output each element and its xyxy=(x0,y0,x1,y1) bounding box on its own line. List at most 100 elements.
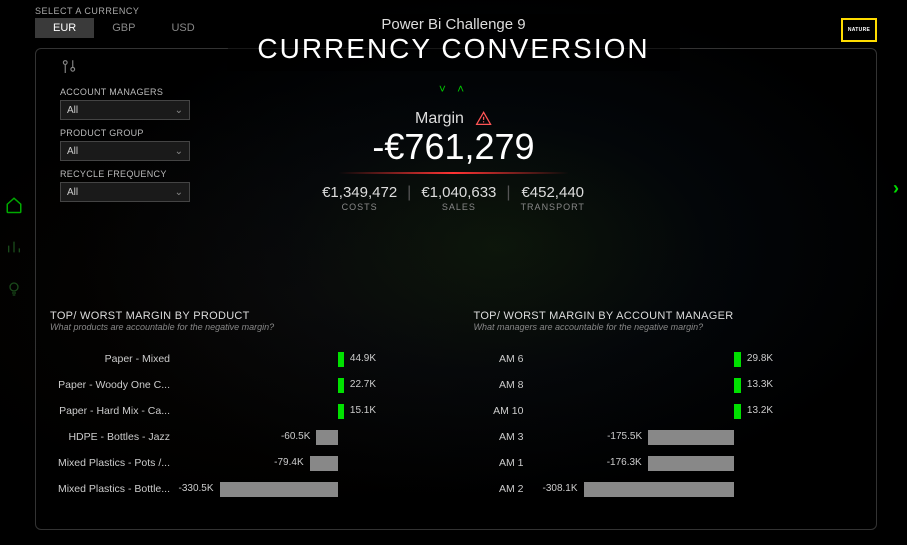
bar-row[interactable]: Paper - Woody One C... 22.7K xyxy=(50,372,444,398)
filter-icon xyxy=(60,58,210,81)
bar-row[interactable]: Mixed Plastics - Bottle...-330.5K xyxy=(50,476,444,502)
bar-negative xyxy=(220,482,339,497)
bar-area: -79.4K xyxy=(180,456,444,471)
logo-text: NATURE xyxy=(848,27,870,33)
bar-positive xyxy=(734,404,741,419)
chart-subtitle: What products are accountable for the ne… xyxy=(50,322,444,332)
bar-negative xyxy=(310,456,338,471)
bar-value: 13.3K xyxy=(747,379,773,390)
bar-row[interactable]: HDPE - Bottles - Jazz -60.5K xyxy=(50,424,444,450)
bar-area: -330.5K xyxy=(180,482,444,497)
currency-tab-gbp[interactable]: GBP xyxy=(94,18,153,38)
bar-label: Paper - Woody One C... xyxy=(50,379,180,391)
bar-row[interactable]: Mixed Plastics - Pots /... -79.4K xyxy=(50,450,444,476)
bar-row[interactable]: AM 2 -308.1K xyxy=(474,476,868,502)
bar-area: -175.5K xyxy=(534,430,868,445)
bar-value: -79.4K xyxy=(274,457,303,468)
bar-value: -330.5K xyxy=(179,483,214,494)
sub-kpi-value: €1,040,633 xyxy=(421,184,496,201)
bar-value: -175.5K xyxy=(607,431,642,442)
bar-value: 44.9K xyxy=(350,353,376,364)
bar-label: Paper - Hard Mix - Ca... xyxy=(50,405,180,417)
chart-subtitle: What managers are accountable for the ne… xyxy=(474,322,868,332)
bar-negative xyxy=(316,430,338,445)
logo: NATURE xyxy=(841,18,877,42)
next-icon[interactable]: › xyxy=(893,178,899,199)
kpi-underline xyxy=(339,172,569,174)
filter-select[interactable]: All⌄ xyxy=(60,100,190,120)
filter-label: RECYCLE FREQUENCY xyxy=(60,169,210,179)
bar-row[interactable]: AM 3 -175.5K xyxy=(474,424,868,450)
bar-label: HDPE - Bottles - Jazz xyxy=(50,431,180,443)
bar-row[interactable]: Paper - Mixed 44.9K xyxy=(50,346,444,372)
bar-negative xyxy=(584,482,734,497)
filter-label: ACCOUNT MANAGERS xyxy=(60,87,210,97)
bar-row[interactable]: AM 8 13.3K xyxy=(474,372,868,398)
bar-negative xyxy=(648,430,733,445)
filter-select[interactable]: All⌄ xyxy=(60,182,190,202)
bar-area: -60.5K xyxy=(180,430,444,445)
chevron-down-icon: ⌄ xyxy=(175,105,183,116)
bar-area: 13.2K xyxy=(534,404,868,419)
bar-label: AM 8 xyxy=(474,379,534,391)
filter-select[interactable]: All⌄ xyxy=(60,141,190,161)
kpi-block: ˅ ˄ Margin -€761,279 €1,349,472COSTS|€1,… xyxy=(312,92,595,212)
currency-tab-eur[interactable]: EUR xyxy=(35,18,94,38)
sub-kpi: €1,040,633SALES xyxy=(411,184,506,212)
bar-value: -176.3K xyxy=(607,457,642,468)
bar-positive xyxy=(734,378,741,393)
bar-label: AM 6 xyxy=(474,353,534,365)
bar-row[interactable]: Paper - Hard Mix - Ca... 15.1K xyxy=(50,398,444,424)
left-nav xyxy=(4,195,24,299)
chart-title: TOP/ WORST MARGIN BY ACCOUNT MANAGER xyxy=(474,310,868,322)
bar-area: -176.3K xyxy=(534,456,868,471)
subtitle: Power Bi Challenge 9 xyxy=(257,16,649,33)
bar-value: 29.8K xyxy=(747,353,773,364)
chevron-down-icon: ⌄ xyxy=(175,187,183,198)
bar-area: 15.1K xyxy=(180,404,444,419)
chart-icon[interactable] xyxy=(4,237,24,257)
manager-margin-chart: TOP/ WORST MARGIN BY ACCOUNT MANAGER Wha… xyxy=(474,310,868,517)
bulb-icon[interactable] xyxy=(4,279,24,299)
bar-negative xyxy=(648,456,734,471)
sub-kpi-value: €1,349,472 xyxy=(322,184,397,201)
bar-row[interactable]: AM 1013.2K xyxy=(474,398,868,424)
kpi-value: -€761,279 xyxy=(312,126,595,168)
bar-label: AM 1 xyxy=(474,457,534,469)
sub-kpi-value: €452,440 xyxy=(521,184,585,201)
bar-positive xyxy=(338,378,344,393)
bar-value: 22.7K xyxy=(350,379,376,390)
sub-kpi-label: COSTS xyxy=(322,202,397,212)
bar-positive xyxy=(734,352,741,367)
currency-tab-usd[interactable]: USD xyxy=(153,18,212,38)
bar-value: -60.5K xyxy=(281,431,310,442)
bar-row[interactable]: AM 1 -176.3K xyxy=(474,450,868,476)
warning-icon xyxy=(476,111,492,128)
bar-area: 44.9K xyxy=(180,352,444,367)
bar-label: Mixed Plastics - Pots /... xyxy=(50,457,180,469)
sub-kpi-label: TRANSPORT xyxy=(521,202,585,212)
bar-area: 29.8K xyxy=(534,352,868,367)
bar-label: AM 2 xyxy=(474,483,534,495)
collapse-icon[interactable]: ˅ ˄ xyxy=(439,82,468,96)
bar-area: -308.1K xyxy=(534,482,868,497)
bar-label: Paper - Mixed xyxy=(50,353,180,365)
bar-positive xyxy=(338,352,344,367)
chart-title: TOP/ WORST MARGIN BY PRODUCT xyxy=(50,310,444,322)
home-icon[interactable] xyxy=(4,195,24,215)
bar-label: AM 3 xyxy=(474,431,534,443)
bar-row[interactable]: AM 6 29.8K xyxy=(474,346,868,372)
bar-area: 22.7K xyxy=(180,378,444,393)
bar-positive xyxy=(338,404,344,419)
chevron-down-icon: ⌄ xyxy=(175,146,183,157)
bar-value: -308.1K xyxy=(543,483,578,494)
filter-label: PRODUCT GROUP xyxy=(60,128,210,138)
sub-kpi-label: SALES xyxy=(421,202,496,212)
sub-kpis: €1,349,472COSTS|€1,040,633SALES|€452,440… xyxy=(312,184,595,212)
bar-label: Mixed Plastics - Bottle... xyxy=(50,483,180,495)
title-block: Power Bi Challenge 9 CURRENCY CONVERSION xyxy=(227,14,679,71)
bar-value: 15.1K xyxy=(350,405,376,416)
filter-panel: ACCOUNT MANAGERS All⌄ PRODUCT GROUP All⌄ REC… xyxy=(60,58,210,210)
product-margin-chart: TOP/ WORST MARGIN BY PRODUCT What produc… xyxy=(50,310,444,517)
sub-kpi: €452,440TRANSPORT xyxy=(511,184,595,212)
